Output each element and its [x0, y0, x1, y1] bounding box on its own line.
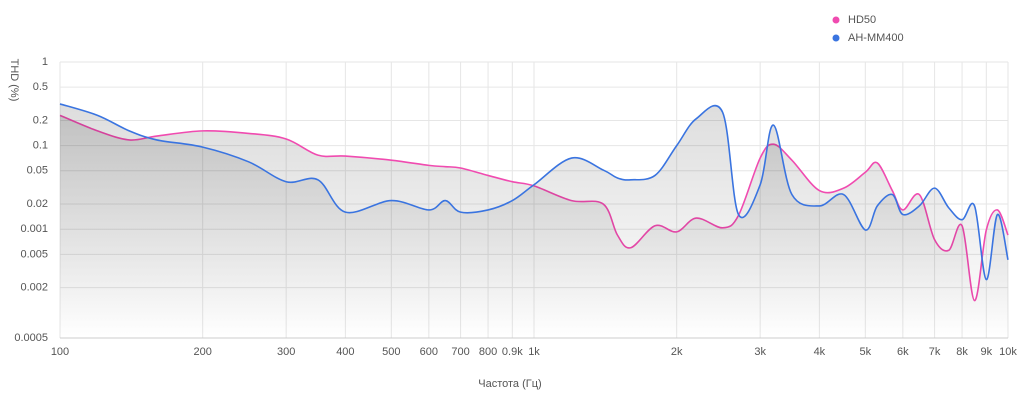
x-axis-title: Частота (Гц): [478, 378, 541, 390]
x-tick-label: 0.9k: [502, 346, 523, 358]
series-line: [59, 103, 1009, 281]
y-tick-label: 0.001: [20, 223, 48, 235]
y-tick-label: 0.2: [33, 114, 48, 126]
y-tick-label: 0.005: [20, 248, 48, 260]
x-tick-label: 200: [194, 346, 212, 358]
y-tick-label: 0.5: [33, 81, 48, 93]
y-axis-title: THD (%): [8, 59, 20, 102]
y-tick-label: 0.02: [27, 198, 48, 210]
x-tick-label: 5k: [859, 346, 871, 358]
series-area: [60, 103, 1008, 339]
x-tick-label: 9k: [980, 346, 992, 358]
x-tick-label: 6k: [897, 346, 909, 358]
x-tick-label: 500: [382, 346, 400, 358]
x-tick-label: 1k: [528, 346, 540, 358]
y-tick-label: 1: [42, 56, 48, 68]
legend-marker: [832, 34, 840, 42]
x-tick-label: 100: [51, 346, 69, 358]
x-tick-label: 3k: [754, 346, 766, 358]
legend-marker: [832, 16, 840, 24]
x-tick-label: 800: [479, 346, 497, 358]
x-tick-label: 400: [336, 346, 354, 358]
x-tick-label: 7k: [929, 346, 941, 358]
legend-label: AH-MM400: [848, 32, 904, 44]
x-tick-label: 10k: [999, 346, 1017, 358]
y-tick-label: 0.05: [27, 165, 48, 177]
legend-label: HD50: [848, 14, 876, 26]
y-tick-label: 0.002: [20, 282, 48, 294]
x-tick-label: 700: [451, 346, 469, 358]
x-tick-label: 600: [420, 346, 438, 358]
x-tick-label: 4k: [814, 346, 826, 358]
y-tick-label: 0.0005: [14, 332, 48, 344]
x-tick-label: 300: [277, 346, 295, 358]
y-tick-label: 0.1: [33, 140, 48, 152]
x-tick-label: 2k: [671, 346, 683, 358]
x-tick-label: 8k: [956, 346, 968, 358]
